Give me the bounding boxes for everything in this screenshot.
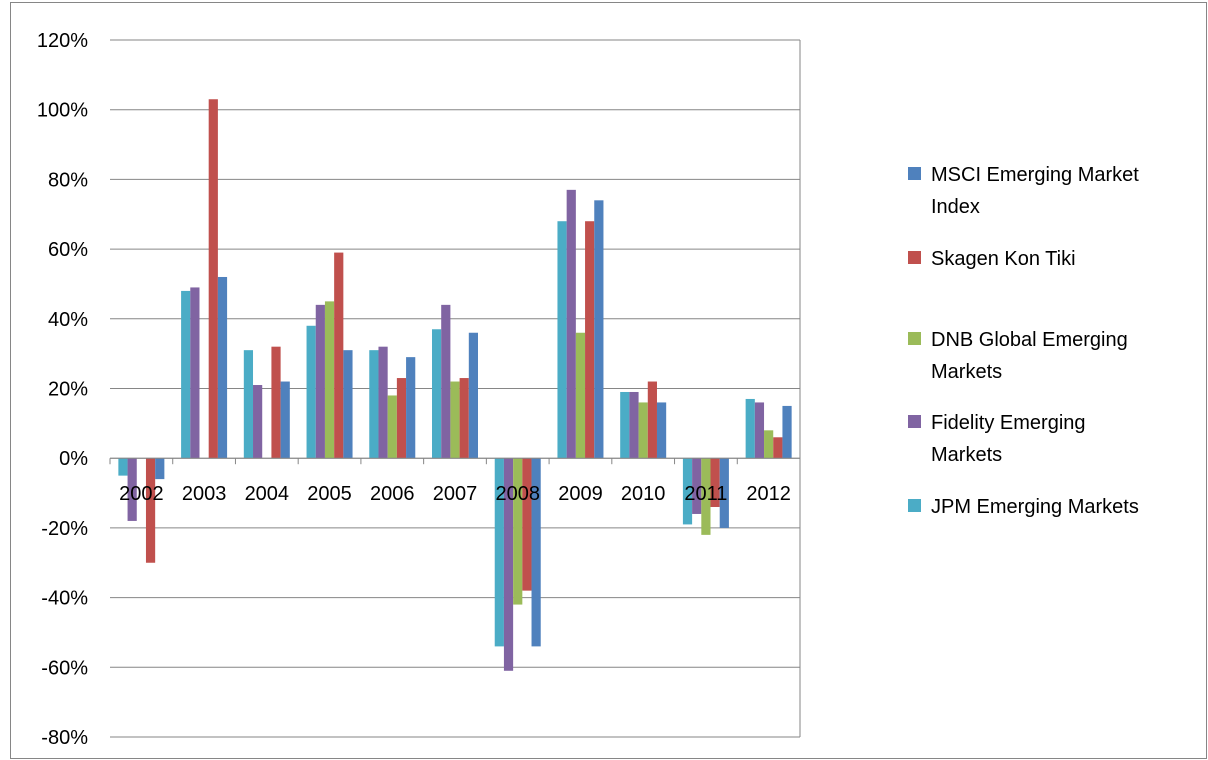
- bar: [782, 406, 791, 458]
- legend-swatch: [908, 332, 921, 345]
- bar: [460, 378, 469, 458]
- bar: [557, 221, 566, 458]
- legend-label: MSCI Emerging Market: [931, 164, 1139, 186]
- bar: [378, 347, 387, 459]
- bar: [620, 392, 629, 458]
- bar: [441, 305, 450, 458]
- x-tick-label: 2006: [370, 483, 415, 505]
- x-tick-label: 2008: [495, 483, 540, 505]
- bar: [522, 458, 531, 590]
- legend-label: Fidelity Emerging: [931, 412, 1086, 434]
- bar: [155, 458, 164, 479]
- bar: [567, 190, 576, 458]
- x-tick-label: 2012: [746, 483, 791, 505]
- y-tick-label: -40%: [41, 588, 88, 610]
- x-tick-label: 2004: [245, 483, 290, 505]
- bar: [307, 326, 316, 458]
- bar: [118, 458, 127, 475]
- x-tick-label: 2009: [558, 483, 603, 505]
- bar: [316, 305, 325, 458]
- bar: [585, 221, 594, 458]
- x-tick-label: 2007: [433, 483, 478, 505]
- bars: [118, 99, 791, 671]
- bar: [209, 99, 218, 458]
- bar: [325, 301, 334, 458]
- legend-label: Markets: [931, 444, 1002, 466]
- legend: MSCI Emerging Market Index Skagen Kon Tiki…: [908, 164, 1139, 518]
- bar: [469, 333, 478, 458]
- x-tick-label: 2002: [119, 483, 164, 505]
- legend-label: Markets: [931, 361, 1002, 383]
- bar: [764, 430, 773, 458]
- bar: [773, 437, 782, 458]
- legend-label: DNB Global Emerging: [931, 329, 1128, 351]
- y-tick-label: 20%: [48, 379, 88, 401]
- y-tick-label: -20%: [41, 518, 88, 540]
- bar: [594, 200, 603, 458]
- legend-swatch: [908, 499, 921, 512]
- bar: [190, 287, 199, 458]
- bar: [657, 402, 666, 458]
- legend-label: Index: [931, 196, 980, 218]
- y-tick-label: -80%: [41, 727, 88, 749]
- bar: [450, 382, 459, 459]
- bar: [639, 402, 648, 458]
- bar: [755, 402, 764, 458]
- bar: [369, 350, 378, 458]
- bar: [648, 382, 657, 459]
- bar: [343, 350, 352, 458]
- bar: [397, 378, 406, 458]
- bar: [746, 399, 755, 458]
- axes: 120% 100% 80% 60% 40% 20% 0% -20% -40% -60% -80% 20…: [37, 30, 800, 749]
- legend-swatch: [908, 251, 921, 264]
- x-tick-label: 2005: [307, 483, 352, 505]
- y-tick-label: 100%: [37, 100, 88, 122]
- x-tick-label: 2003: [182, 483, 227, 505]
- y-tick-label: -60%: [41, 657, 88, 679]
- x-tick-label: 2011: [684, 483, 727, 505]
- bar: [629, 392, 638, 458]
- bar: [513, 458, 522, 604]
- bar: [271, 347, 280, 459]
- bar: [218, 277, 227, 458]
- y-tick-label: 40%: [48, 309, 88, 331]
- bar: [432, 329, 441, 458]
- legend-label: JPM Emerging Markets: [931, 496, 1139, 518]
- y-tick-label: 0%: [59, 448, 88, 470]
- x-tick-label: 2010: [621, 483, 666, 505]
- y-tick-label: 120%: [37, 30, 88, 52]
- legend-label: Skagen Kon Tiki: [931, 248, 1076, 270]
- bar: [406, 357, 415, 458]
- y-tick-label: 80%: [48, 169, 88, 191]
- legend-swatch: [908, 415, 921, 428]
- legend-swatch: [908, 167, 921, 180]
- bar: [244, 350, 253, 458]
- bar: [181, 291, 190, 458]
- y-tick-label: 60%: [48, 239, 88, 261]
- bar: [281, 382, 290, 459]
- bar: [388, 395, 397, 458]
- bar: [146, 458, 155, 563]
- bar: [576, 333, 585, 458]
- bar: [253, 385, 262, 458]
- bar: [334, 253, 343, 459]
